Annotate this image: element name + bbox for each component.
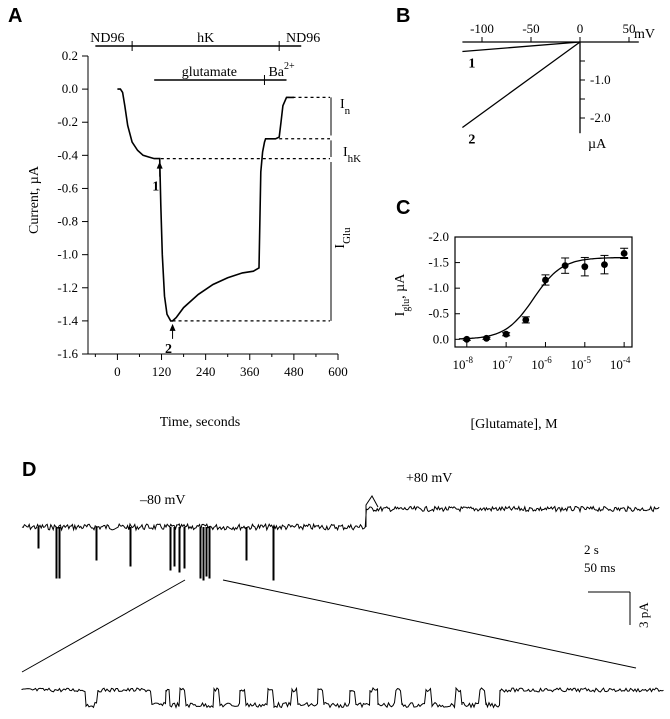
panel-b-iv-lines: 12: [462, 41, 581, 148]
drug-bar-label-ba: Ba2+: [268, 61, 295, 80]
panel-a-current-trace: [117, 88, 294, 322]
panel-c-x-tick-label: 10-4: [610, 355, 631, 372]
panel-a-markers: 12: [152, 161, 176, 357]
panel-a-y-tick-label: -0.8: [57, 214, 78, 229]
panel-b-y-tick-label: -2.0: [590, 110, 611, 125]
panel-c-point: [463, 335, 471, 343]
panel-a-y-tick-label: -1.2: [57, 280, 78, 295]
panel-b: -100 -50 0 50-1.0-2.0 mV µA 12: [462, 21, 655, 152]
panel-d-label-neg80: –80 mV: [139, 493, 186, 508]
panel-b-series-label: 2: [468, 133, 475, 148]
panel-c-point: [620, 249, 628, 257]
panel-a-ticks: 0.2 0.0 -0.2 -0.4 -0.6 -0.8 -1.0 -1.2 -1.4 -1.6 0 1…: [57, 48, 347, 379]
panel-a-x-tick-label: 0: [114, 364, 121, 379]
panel-a-x-tick-label: 240: [196, 364, 216, 379]
panel-letter-c: C: [396, 197, 410, 219]
panel-c-x-tick-label: 10-5: [571, 355, 592, 372]
panel-letter-d: D: [22, 459, 36, 481]
marker-label: 2: [165, 342, 172, 357]
panel-letter-b: B: [396, 5, 410, 27]
panel-c-y-tick-label: -1.5: [428, 255, 449, 270]
solution-bar-label: ND96: [286, 31, 320, 46]
panel-c-y-tick-label: -1.0: [428, 280, 449, 295]
solution-bar-label: ND96: [90, 31, 124, 46]
panel-a: 0.2 0.0 -0.2 -0.4 -0.6 -0.8 -1.0 -1.2 -1.4 -1.6 0 1…: [27, 31, 361, 430]
panel-b-x-tick-label: 0: [577, 21, 584, 36]
panel-c-x-tick-exponent: -5: [584, 355, 592, 365]
panel-c-ylabel: Iglu, µA: [393, 273, 412, 317]
panel-d: –80 mV +80 mV 2 s 50 ms 3 pA: [21, 471, 664, 709]
panel-b-series-label: 1: [468, 57, 475, 72]
bracket-label-in: In: [340, 97, 351, 117]
panel-a-y-tick-label: -0.4: [57, 147, 78, 162]
panel-a-x-tick-label: 480: [284, 364, 304, 379]
panel-d-single-channel-trace: [21, 495, 660, 581]
zoom-guide-left: [21, 579, 186, 673]
drug-bar-label-ba-superscript: 2+: [284, 61, 295, 72]
panel-a-solution-bars: ND96 hK ND96 glutamate Ba2+: [90, 31, 320, 85]
panel-b-x-tick-label: 50: [623, 21, 636, 36]
panel-a-y-tick-label: -1.0: [57, 247, 78, 262]
panel-b-series-2: [462, 41, 581, 129]
panel-a-dashed-guides: [160, 96, 332, 322]
panel-b-ylabel: µA: [588, 137, 607, 152]
panel-d-expanded-trace: [21, 686, 664, 709]
panel-letter-a: A: [8, 5, 22, 27]
panel-a-y-tick-label: 0.2: [62, 48, 78, 63]
panel-c-axes: -2.0 -1.5 -1.0 -0.5 0.0 10-8 10-7 10-6 10-5 10-4: [428, 229, 633, 372]
panel-b-series-1: [462, 41, 581, 53]
panel-a-x-tick-label: 120: [152, 364, 172, 379]
scale-label-3pa: 3 pA: [636, 602, 651, 628]
panel-a-y-tick-label: -1.6: [57, 346, 78, 361]
marker-arrow-head: [169, 323, 176, 331]
marker-arrow-head: [156, 161, 163, 169]
panel-a-xlabel: Time, seconds: [160, 415, 240, 430]
panel-b-y-tick-label: -1.0: [590, 72, 611, 87]
panel-c-point: [561, 262, 569, 270]
panel-c-x-tick-label: 10-8: [453, 355, 474, 372]
panel-c-point: [581, 263, 589, 271]
panel-c-point: [502, 330, 510, 338]
panel-a-y-tick-label: -0.2: [57, 114, 78, 129]
panel-c-y-tick-label: -2.0: [428, 229, 449, 244]
panel-c-x-tick-exponent: -8: [466, 355, 474, 365]
zoom-guide-right: [222, 579, 637, 669]
panel-a-y-tick-label: -1.4: [57, 313, 78, 328]
panel-c-fit-curve: [458, 256, 629, 340]
panel-b-x-tick-label: -50: [522, 21, 539, 36]
panel-c-point: [522, 316, 530, 324]
panel-c-y-tick-label: -0.5: [428, 306, 449, 321]
panel-a-y-tick-label: -0.6: [57, 180, 78, 195]
marker-label: 1: [152, 180, 159, 195]
scale-label-2s: 2 s: [584, 542, 599, 557]
panel-d-label-pos80: +80 mV: [406, 471, 452, 486]
panel-b-xlabel: mV: [634, 27, 655, 42]
panel-c-frame: [454, 236, 633, 348]
drug-bar-label-glutamate: glutamate: [182, 65, 237, 80]
solution-bar-label: hK: [197, 31, 214, 46]
panel-c-point: [542, 276, 549, 284]
bracket-label-iglu: IGlu: [333, 227, 353, 249]
panel-a-x-tick-label: 600: [328, 364, 348, 379]
panel-c-x-tick-label: 10-6: [531, 355, 552, 372]
scale-label-50ms: 50 ms: [584, 560, 615, 575]
panel-c-x-tick-exponent: -7: [505, 355, 513, 365]
panel-b-x-tick-label: -100: [470, 21, 494, 36]
panel-b-axes: -100 -50 0 50 -1.0 -2.0: [462, 21, 639, 134]
panel-c-point: [483, 334, 490, 342]
panel-a-y-tick-label: 0.0: [62, 81, 78, 96]
panel-c-x-tick-label: 10-7: [492, 355, 513, 372]
panel-c: -2.0-1.5-1.0-0.50.010-8 10-7 10-6 10-5 10-4 …: [393, 229, 633, 432]
panel-c-x-tick-exponent: -6: [544, 355, 552, 365]
panel-c-xlabel: [Glutamate], M: [470, 417, 558, 432]
panel-a-ylabel: Current, µA: [27, 165, 42, 234]
panel-c-x-tick-exponent: -4: [623, 355, 631, 365]
panel-c-point: [601, 261, 608, 269]
bracket-label-ihk: IhK: [343, 145, 361, 165]
panel-c-data-points: [462, 247, 629, 343]
panel-c-y-tick-label: 0.0: [433, 331, 449, 346]
panel-a-x-tick-label: 360: [240, 364, 260, 379]
